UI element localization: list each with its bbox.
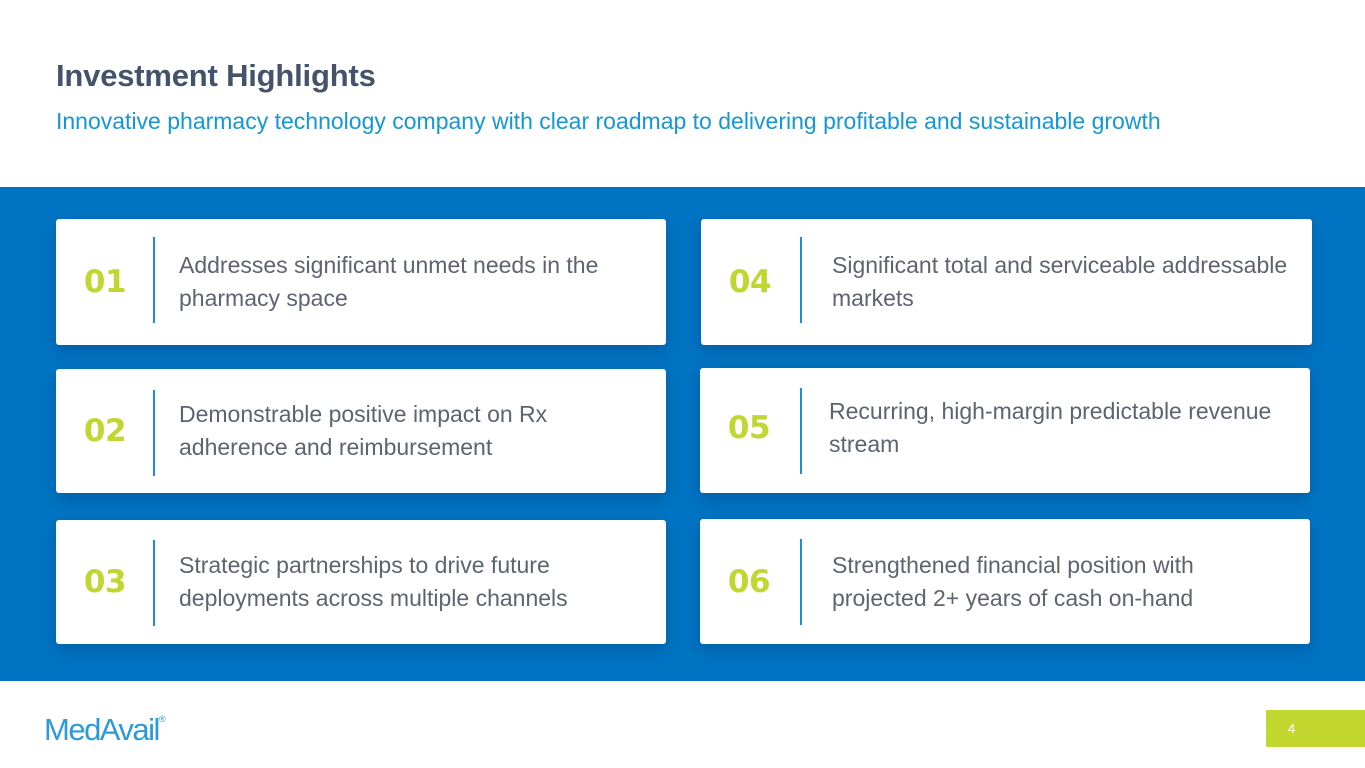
highlight-divider	[800, 237, 802, 323]
highlight-text: Strengthened financial position with pro…	[832, 551, 1194, 611]
highlight-card-05: 05 Recurring, high-margin predictable re…	[700, 368, 1310, 493]
highlight-number: 01	[83, 264, 127, 300]
highlight-text: Significant total and serviceable addres…	[832, 252, 1288, 311]
highlight-text: Addresses significant unmet needs in the…	[179, 252, 599, 311]
highlight-card-04: 04 Significant total and serviceable add…	[701, 219, 1312, 345]
highlight-card-01: 01 Addresses significant unmet needs in …	[56, 219, 666, 345]
highlight-number: 05	[727, 409, 771, 446]
highlight-card-02: 02 Demonstrable positive impact on Rx ad…	[56, 369, 666, 493]
highlight-number: 02	[83, 413, 127, 449]
highlight-divider	[800, 388, 802, 474]
highlight-divider	[800, 539, 802, 625]
highlight-card-06: 06 Strengthened financial position with …	[700, 519, 1310, 644]
highlight-text: Recurring, high-margin predictable reven…	[829, 397, 1272, 457]
highlight-number: 03	[83, 564, 127, 600]
medavail-logo: MedAvail®	[44, 712, 166, 747]
highlight-divider	[153, 237, 155, 323]
highlight-divider	[153, 390, 155, 476]
highlight-card-03: 03 Strategic partnerships to drive futur…	[56, 520, 666, 644]
page-number-tag: 4	[1266, 710, 1365, 747]
highlight-number: 06	[727, 563, 771, 600]
highlight-number: 04	[728, 264, 772, 300]
page-title: Investment Highlights	[56, 58, 376, 93]
page-number: 4	[1288, 721, 1296, 736]
highlight-text: Demonstrable positive impact on Rx adher…	[179, 401, 548, 460]
highlight-divider	[153, 540, 155, 626]
highlight-text: Strategic partnerships to drive future d…	[179, 552, 568, 611]
page-subtitle: Innovative pharmacy technology company w…	[56, 108, 1161, 134]
